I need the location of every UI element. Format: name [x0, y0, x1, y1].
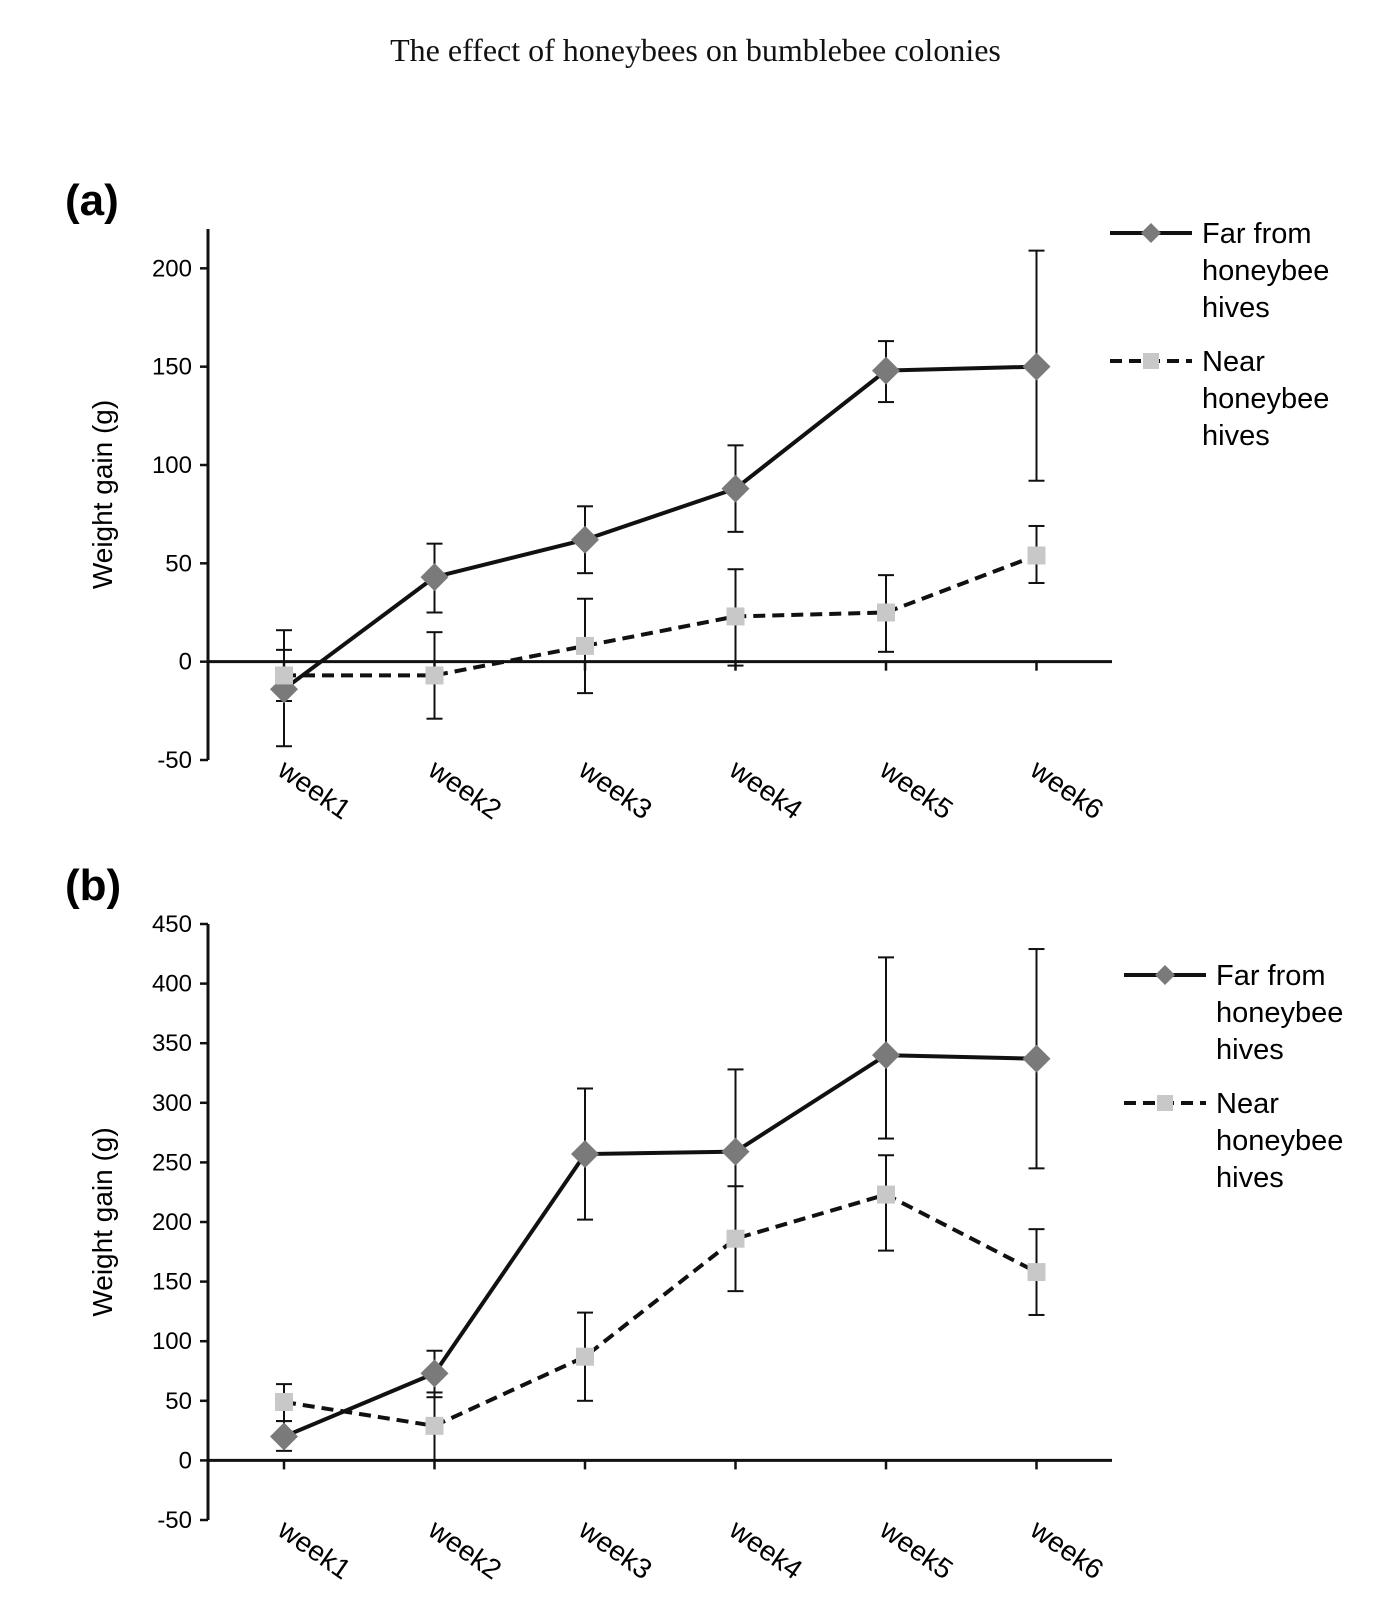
- legend-marker: [1141, 223, 1161, 243]
- data-point-square: [877, 1185, 895, 1204]
- data-point-diamond: [721, 1137, 750, 1166]
- y-axis-label: Weight gain (g): [87, 400, 118, 589]
- data-point-square: [425, 666, 444, 685]
- legend-label: Far from honeybee hives: [1202, 218, 1329, 324]
- x-tick-label: week5: [874, 753, 959, 825]
- y-tick-label: 400: [152, 971, 192, 998]
- data-point-diamond: [872, 1041, 900, 1070]
- y-tick-label: 300: [152, 1090, 192, 1117]
- data-point-diamond: [1022, 352, 1051, 381]
- legend-label: Far from honeybee hives: [1216, 960, 1343, 1066]
- data-point-diamond: [270, 1422, 298, 1451]
- data-point-diamond: [420, 563, 449, 592]
- data-point-square: [877, 603, 895, 622]
- x-tick-label: week4: [723, 753, 808, 825]
- x-tick-label: week5: [874, 1513, 959, 1585]
- series-line: [283, 1053, 1037, 1439]
- y-tick-label: 100: [152, 452, 192, 479]
- x-tick-label: week3: [573, 753, 658, 825]
- series-line: [283, 1192, 1038, 1428]
- y-tick-label: 100: [152, 1328, 192, 1355]
- data-point-diamond: [571, 525, 599, 554]
- x-tick-label: week3: [573, 1513, 658, 1585]
- y-tick-label: 450: [152, 911, 192, 938]
- figure-title: The effect of honeybees on bumblebee col…: [390, 32, 1001, 68]
- x-tick-label: week1: [272, 1513, 357, 1585]
- x-tick-label: week1: [272, 753, 357, 825]
- data-point-square: [275, 666, 293, 685]
- y-tick-label: -50: [157, 747, 192, 774]
- y-tick-label: -50: [157, 1507, 192, 1534]
- y-tick-label: 200: [152, 255, 192, 282]
- series-line: [284, 553, 1038, 678]
- y-tick-label: 150: [152, 354, 192, 381]
- x-tick-label: week2: [422, 753, 507, 825]
- y-tick-label: 0: [179, 1447, 192, 1474]
- y-tick-label: 350: [152, 1030, 192, 1057]
- legend-marker: [1155, 965, 1175, 985]
- data-point-square: [726, 607, 745, 626]
- data-point-square: [275, 1392, 293, 1411]
- data-point-square: [1027, 546, 1046, 565]
- x-tick-label: week6: [1024, 753, 1109, 825]
- data-point-square: [726, 1229, 745, 1248]
- y-tick-label: 250: [152, 1149, 192, 1176]
- legend-label: Near honeybee hives: [1202, 346, 1329, 452]
- x-tick-label: week4: [723, 1513, 808, 1585]
- legend-label: Near honeybee hives: [1216, 1088, 1343, 1194]
- x-tick-label: week2: [422, 1513, 507, 1585]
- data-point-square: [576, 1347, 594, 1366]
- data-point-diamond: [721, 474, 750, 503]
- data-point-diamond: [872, 356, 900, 385]
- y-tick-label: 150: [152, 1269, 192, 1296]
- legend-marker: [1157, 1095, 1173, 1111]
- data-point-diamond: [1022, 1044, 1051, 1073]
- panel-label: (a): [65, 176, 119, 225]
- data-point-square: [576, 636, 594, 655]
- y-tick-label: 0: [179, 649, 192, 676]
- panel-label: (b): [65, 861, 121, 910]
- y-axis-label: Weight gain (g): [87, 1127, 118, 1316]
- data-point-diamond: [571, 1140, 599, 1169]
- series-line: [282, 364, 1037, 691]
- y-tick-label: 50: [165, 550, 192, 577]
- x-tick-label: week6: [1024, 1513, 1109, 1585]
- data-point-square: [1027, 1263, 1046, 1282]
- data-point-diamond: [420, 1359, 449, 1388]
- legend-marker: [1143, 353, 1159, 369]
- y-tick-label: 50: [165, 1388, 192, 1415]
- data-point-square: [425, 1416, 444, 1435]
- y-tick-label: 200: [152, 1209, 192, 1236]
